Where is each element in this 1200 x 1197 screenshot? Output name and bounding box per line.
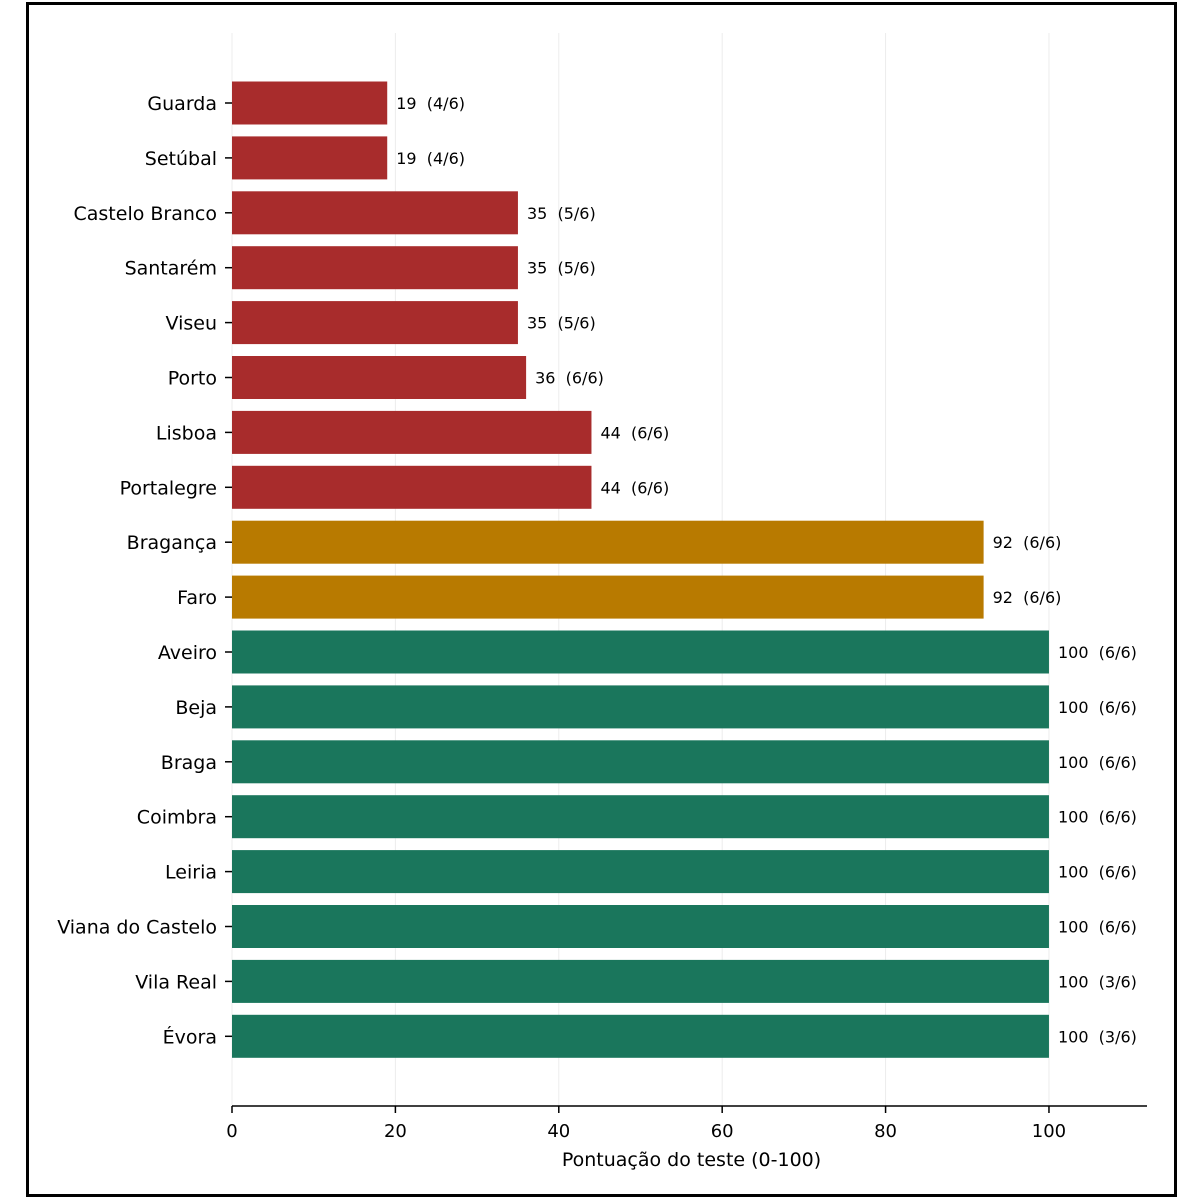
value-label-7: 44 (6/6) xyxy=(600,478,669,497)
value-label-0: 19 (4/6) xyxy=(396,94,465,113)
category-label-7: Portalegre xyxy=(120,477,217,499)
bar-10 xyxy=(232,630,1049,674)
bar-2 xyxy=(232,191,518,235)
category-label-11: Beja xyxy=(175,697,217,719)
bar-12 xyxy=(232,740,1049,784)
category-label-10: Aveiro xyxy=(158,642,217,664)
bar-1 xyxy=(232,136,388,180)
value-label-2: 35 (5/6) xyxy=(527,204,596,223)
chart-frame: Guarda Setúbal Castelo Branco Santarém Viseu… xyxy=(26,2,1177,1197)
value-label-4: 35 (5/6) xyxy=(527,314,596,333)
category-label-14: Leiria xyxy=(165,862,217,884)
value-label-1: 19 (4/6) xyxy=(396,149,465,168)
x-tick-label-60: 60 xyxy=(711,1121,734,1142)
value-label-10: 100 (6/6) xyxy=(1058,643,1137,662)
bar-11 xyxy=(232,685,1049,729)
category-labels: Guarda Setúbal Castelo Branco Santarém Viseu… xyxy=(57,93,232,1048)
category-label-0: Guarda xyxy=(147,93,217,115)
x-tick-label-100: 100 xyxy=(1032,1121,1066,1142)
bar-15 xyxy=(232,905,1049,948)
bar-16 xyxy=(232,959,1049,1003)
value-label-14: 100 (6/6) xyxy=(1058,863,1137,882)
category-label-12: Braga xyxy=(161,752,217,774)
x-tick-label-80: 80 xyxy=(874,1121,897,1142)
bars xyxy=(232,81,1049,1058)
x-tick-label-40: 40 xyxy=(547,1121,570,1142)
category-label-17: Évora xyxy=(163,1025,217,1048)
bar-chart: Guarda Setúbal Castelo Branco Santarém Viseu… xyxy=(57,33,1147,1171)
bar-9 xyxy=(232,575,984,619)
bar-17 xyxy=(232,1014,1049,1058)
value-label-11: 100 (6/6) xyxy=(1058,698,1137,717)
bar-3 xyxy=(232,246,518,290)
category-label-2: Castelo Branco xyxy=(74,203,218,225)
x-axis: 0 20 40 60 80 100 xyxy=(226,1105,1147,1142)
value-label-3: 35 (5/6) xyxy=(527,259,596,278)
bar-6 xyxy=(232,410,592,454)
category-label-3: Santarém xyxy=(125,258,217,280)
bar-7 xyxy=(232,465,592,509)
category-label-15: Viana do Castelo xyxy=(57,917,217,939)
category-label-6: Lisboa xyxy=(156,422,217,444)
bar-4 xyxy=(232,301,518,345)
x-tick-label-0: 0 xyxy=(226,1121,237,1142)
category-label-8: Bragança xyxy=(127,532,217,554)
category-label-13: Coimbra xyxy=(137,807,217,829)
category-label-5: Porto xyxy=(168,368,217,390)
value-label-8: 92 (6/6) xyxy=(993,533,1062,552)
value-label-16: 100 (3/6) xyxy=(1058,972,1137,991)
value-label-5: 36 (6/6) xyxy=(535,369,604,388)
category-label-4: Viseu xyxy=(166,313,218,335)
value-label-15: 100 (6/6) xyxy=(1058,918,1137,937)
x-axis-title: Pontuação do teste (0-100) xyxy=(562,1149,821,1171)
value-label-17: 100 (3/6) xyxy=(1058,1027,1137,1046)
bar-0 xyxy=(232,81,388,125)
category-label-9: Faro xyxy=(177,587,217,609)
bar-8 xyxy=(232,520,984,564)
value-label-12: 100 (6/6) xyxy=(1058,753,1137,772)
category-label-1: Setúbal xyxy=(145,148,217,170)
value-labels: 19 (4/6) 19 (4/6) 35 (5/6) 35 (5/6) 35 (5/6)… xyxy=(396,94,1137,1046)
value-label-9: 92 (6/6) xyxy=(993,588,1062,607)
bar-14 xyxy=(232,850,1049,894)
bar-13 xyxy=(232,795,1049,839)
value-label-13: 100 (6/6) xyxy=(1058,808,1137,827)
bar-5 xyxy=(232,356,527,399)
value-label-6: 44 (6/6) xyxy=(600,423,669,442)
x-tick-label-20: 20 xyxy=(384,1121,407,1142)
category-label-16: Vila Real xyxy=(135,971,217,993)
